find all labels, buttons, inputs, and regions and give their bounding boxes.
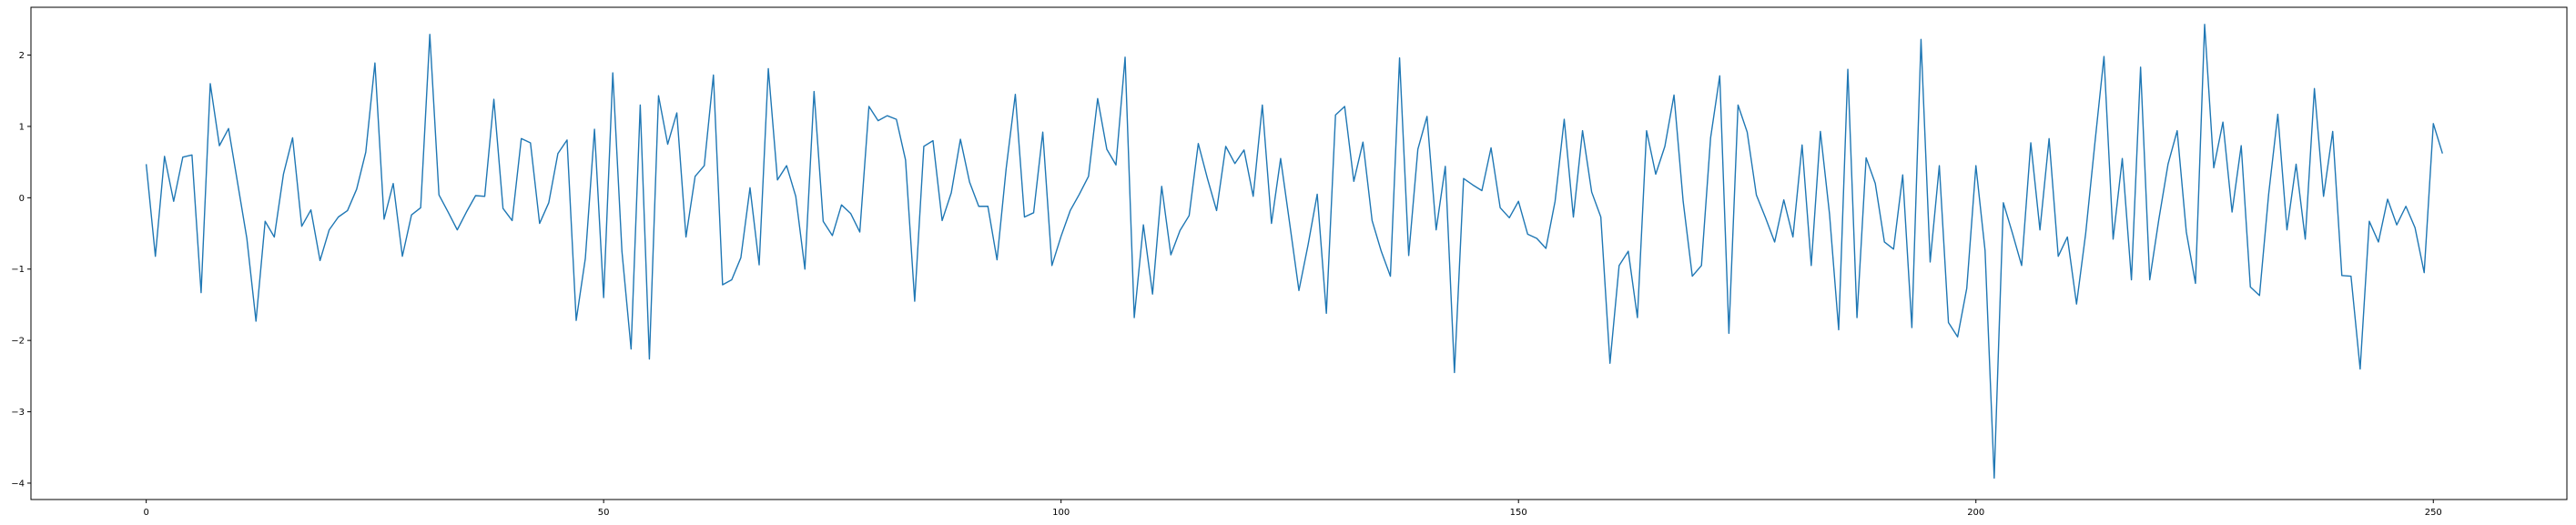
y-tick-label: −3 (11, 408, 25, 418)
x-tick-label: 150 (1510, 508, 1527, 518)
y-tick-label: 1 (19, 122, 25, 132)
x-tick-label: 50 (598, 508, 610, 518)
plot-frame (30, 6, 2568, 500)
y-tick-label: 2 (19, 51, 25, 61)
y-axis-ticks: −4 −3 −2 −1 0 1 2 (11, 51, 31, 489)
y-tick-label: −4 (11, 479, 25, 489)
x-axis-ticks: 0 50 100 150 200 250 (143, 500, 2442, 518)
x-tick-label: 100 (1052, 508, 1070, 518)
y-tick-label: −2 (11, 337, 25, 347)
x-tick-label: 200 (1967, 508, 1984, 518)
series-line (145, 24, 2443, 480)
x-tick-label: 0 (143, 508, 148, 518)
y-tick-label: 0 (19, 194, 25, 204)
x-tick-label: 250 (2425, 508, 2442, 518)
series-layer (145, 24, 2443, 480)
y-tick-label: −1 (11, 265, 25, 275)
